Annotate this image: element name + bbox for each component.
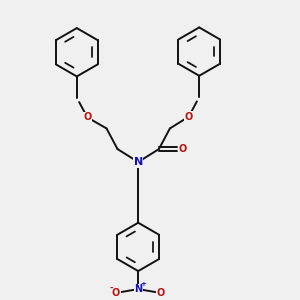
Text: O: O <box>112 288 120 298</box>
Text: N: N <box>134 157 143 167</box>
Text: O: O <box>156 288 165 298</box>
Text: O: O <box>83 112 92 122</box>
Text: -: - <box>109 284 113 293</box>
Text: O: O <box>184 112 193 122</box>
Text: O: O <box>178 144 186 154</box>
Text: N: N <box>134 284 142 294</box>
Text: +: + <box>140 281 146 287</box>
